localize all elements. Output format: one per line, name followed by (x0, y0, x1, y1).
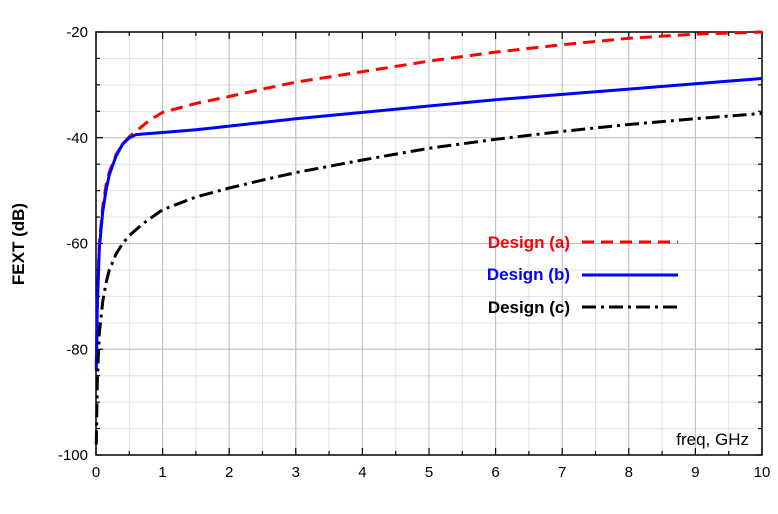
y-tick-label: -60 (66, 236, 88, 253)
x-tick-label: 4 (358, 464, 366, 481)
x-tick-label: 2 (225, 464, 233, 481)
x-tick-label: 0 (92, 464, 100, 481)
x-tick-label: 8 (625, 464, 633, 481)
y-tick-label: -80 (66, 341, 88, 358)
x-axis-label: freq, GHz (676, 430, 749, 449)
x-tick-label: 5 (425, 464, 433, 481)
series-line-1 (94, 77, 763, 371)
x-tick-label: 3 (292, 464, 300, 481)
series-layer (94, 30, 763, 445)
x-tick-label: 6 (491, 464, 499, 481)
y-tick-label: -40 (66, 130, 88, 147)
y-tick-label: -20 (66, 24, 88, 41)
x-tick-label: 1 (158, 464, 166, 481)
tick-labels: 0 1 2 3 4 5 6 7 8 9 10 -100 -80 -60 -40 -20 (58, 24, 770, 481)
y-tick-label: -100 (58, 447, 88, 464)
x-tick-label: 9 (691, 464, 699, 481)
series-line-2 (94, 111, 763, 445)
x-tick-label: 10 (754, 464, 771, 481)
legend-label-design-b: Design (b) (487, 265, 570, 284)
y-axis-label: FEXT (dB) (9, 203, 28, 285)
x-tick-label: 7 (558, 464, 566, 481)
legend: Design (a) Design (b) Design (c) (487, 233, 678, 317)
legend-label-design-a: Design (a) (488, 233, 570, 252)
axis-ticks (95, 31, 763, 456)
legend-label-design-c: Design (c) (488, 298, 570, 317)
